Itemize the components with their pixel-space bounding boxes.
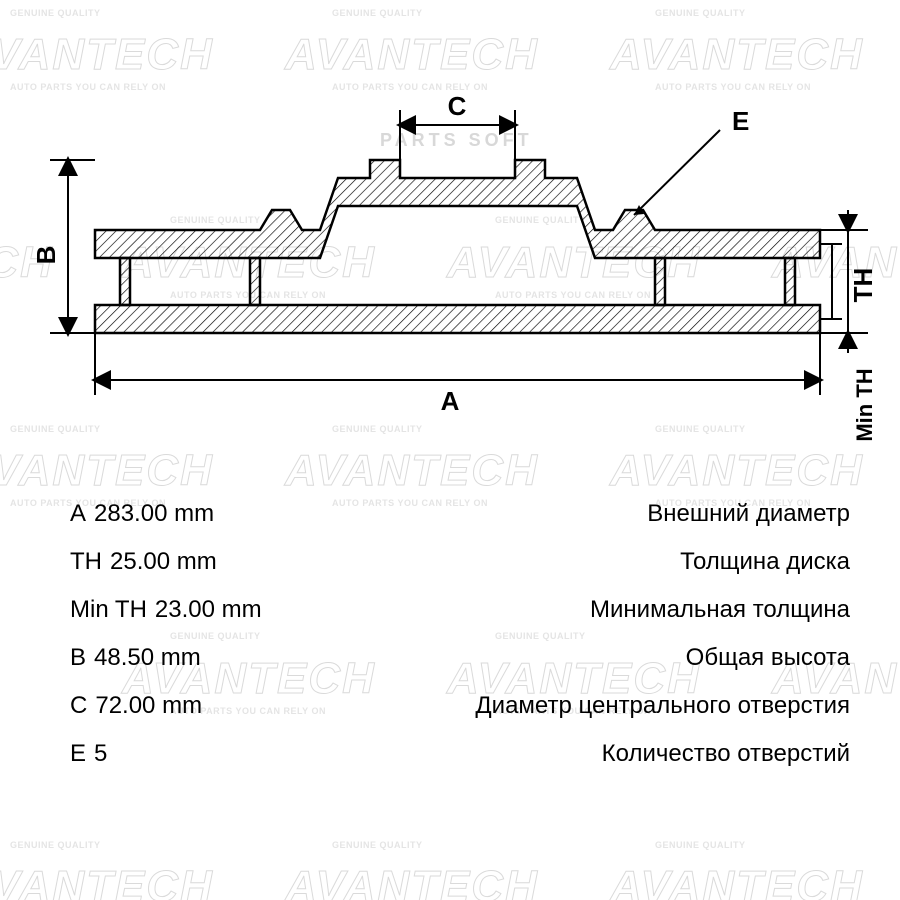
spec-row: A 283.00 mm Внешний диаметр bbox=[70, 500, 850, 528]
spec-row: E 5 Количество отверстий bbox=[70, 740, 850, 768]
watermark-brand: AVANTECH bbox=[0, 862, 214, 900]
spec-key: Min TH bbox=[70, 596, 147, 624]
spec-desc: Минимальная толщина bbox=[590, 596, 850, 624]
spec-desc: Количество отверстий bbox=[602, 740, 850, 768]
spec-value: 25.00 mm bbox=[110, 548, 217, 576]
disc-vane bbox=[250, 258, 260, 305]
spec-key: B bbox=[70, 644, 86, 672]
brake-disc-diagram: A B C E TH bbox=[0, 0, 900, 470]
spec-row: TH 25.00 mm Толщина диска bbox=[70, 548, 850, 576]
disc-upper-face bbox=[95, 160, 820, 258]
spec-row: Min TH 23.00 mm Минимальная толщина bbox=[70, 596, 850, 624]
spec-desc: Внешний диаметр bbox=[647, 500, 850, 528]
disc-vane bbox=[655, 258, 665, 305]
spec-key: E bbox=[70, 740, 86, 768]
spec-value: 5 bbox=[94, 740, 107, 768]
spec-table: A 283.00 mm Внешний диаметр TH 25.00 mm … bbox=[70, 500, 850, 788]
disc-lower-face bbox=[95, 305, 820, 333]
canvas: GENUINE QUALITY GENUINE QUALITY GENUINE … bbox=[0, 0, 900, 900]
dim-label-b: B bbox=[31, 246, 61, 265]
dim-label-a: A bbox=[441, 386, 460, 416]
spec-row: C 72.00 mm Диаметр центрального отверсти… bbox=[70, 692, 850, 720]
spec-key: C bbox=[70, 692, 87, 720]
dim-label-minth: Min TH bbox=[852, 368, 877, 441]
spec-value: 48.50 mm bbox=[94, 644, 201, 672]
watermark-tagline: GENUINE QUALITY bbox=[10, 840, 101, 850]
watermark-tagline: GENUINE QUALITY bbox=[332, 840, 423, 850]
watermark-brand: AVANTECH bbox=[285, 862, 539, 900]
dim-label-e: E bbox=[732, 106, 749, 136]
dim-label-c: C bbox=[448, 91, 467, 121]
watermark-tagline: GENUINE QUALITY bbox=[655, 840, 746, 850]
spec-desc: Диаметр центрального отверстия bbox=[475, 692, 850, 720]
spec-desc: Толщина диска bbox=[680, 548, 850, 576]
dim-label-th: TH bbox=[848, 268, 878, 303]
spec-value: 72.00 mm bbox=[95, 692, 202, 720]
spec-value: 23.00 mm bbox=[155, 596, 262, 624]
spec-value: 283.00 mm bbox=[94, 500, 214, 528]
disc-vane bbox=[785, 258, 795, 305]
spec-row: B 48.50 mm Общая высота bbox=[70, 644, 850, 672]
spec-key: A bbox=[70, 500, 86, 528]
spec-desc: Общая высота bbox=[686, 644, 850, 672]
watermark-brand: AVANTECH bbox=[610, 862, 864, 900]
spec-key: TH bbox=[70, 548, 102, 576]
disc-vane bbox=[120, 258, 130, 305]
